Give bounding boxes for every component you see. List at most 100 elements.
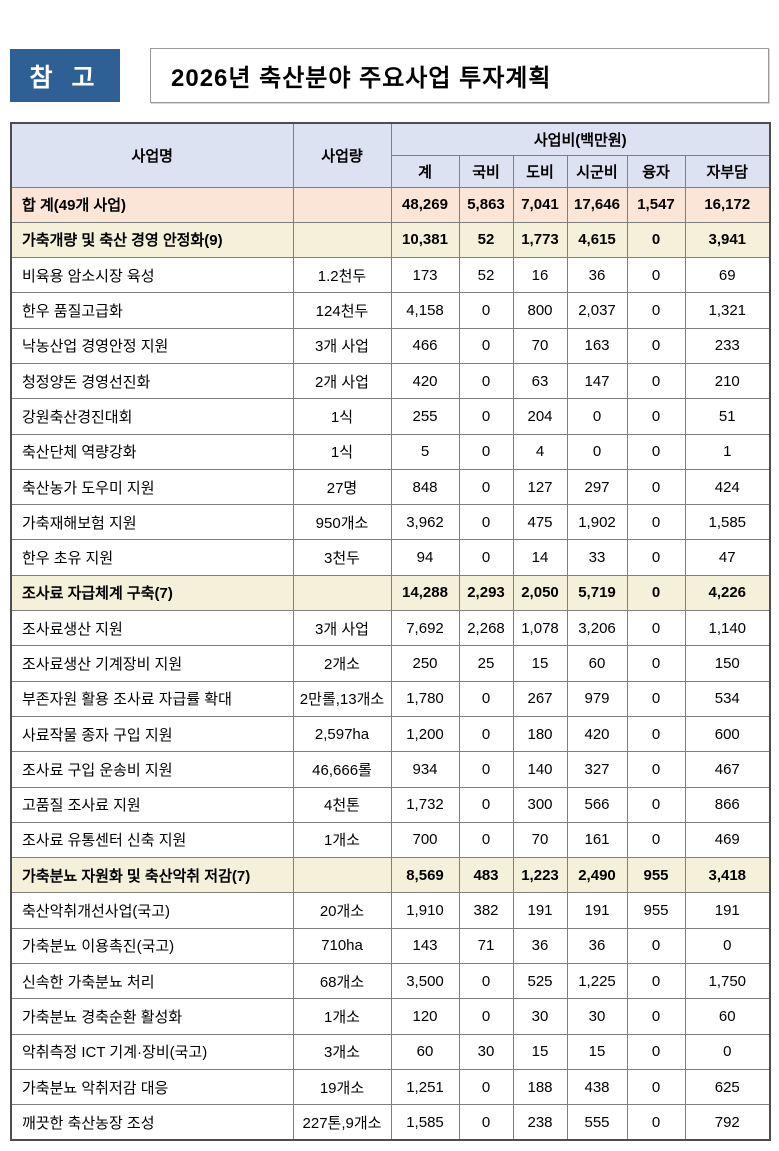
table-row-item: 조사료생산 기계장비 지원 2개소 250 25 15 60 0 150 — [10, 645, 771, 682]
cost-cell-1: 0 — [458, 327, 514, 364]
cost-cell-1: 52 — [458, 257, 514, 294]
project-name-cell: 조사료생산 지원 — [10, 610, 294, 647]
cost-cell-5: 866 — [684, 786, 771, 823]
cost-cell-0: 1,251 — [390, 1068, 460, 1106]
title-box: 2026년 축산분야 주요사업 투자계획 — [150, 48, 769, 103]
cost-cell-1: 0 — [458, 963, 514, 1000]
investment-plan-table: 사업명 사업량 사업비(백만원) 계 국비 도비 시군비 융자 자부담 합 계(49개 사… — [10, 122, 772, 1142]
cost-cell-5: 424 — [684, 468, 771, 506]
cost-cell-1: 25 — [458, 645, 514, 682]
cost-cell-2: 1,223 — [512, 857, 568, 894]
cost-cell-2: 1,773 — [512, 221, 568, 259]
cost-cell-1: 483 — [458, 857, 514, 894]
cost-cell-1: 0 — [458, 468, 514, 506]
cost-cell-4: 0 — [626, 645, 686, 682]
cost-cell-0: 7,692 — [390, 610, 460, 647]
table-row-item: 고품질 조사료 지원 4천톤 1,732 0 300 566 0 866 — [10, 786, 771, 823]
cost-cell-1: 0 — [458, 786, 514, 823]
cost-cell-1: 0 — [458, 715, 514, 753]
quantity-cell: 1개소 — [292, 998, 392, 1035]
cost-cell-2: 36 — [512, 927, 568, 965]
cost-cell-1: 71 — [458, 927, 514, 965]
cost-cell-3: 327 — [566, 751, 628, 788]
cost-cell-2: 2,050 — [512, 574, 568, 612]
table-row-item: 축산단체 역량강화 1식 5 0 4 0 0 1 — [10, 433, 771, 470]
project-name-cell: 조사료생산 기계장비 지원 — [10, 645, 294, 682]
table-row-item: 낙농산업 경영안정 지원 3개 사업 466 0 70 163 0 233 — [10, 327, 771, 364]
cost-cell-3: 161 — [566, 821, 628, 859]
col-header-quantity: 사업량 — [292, 122, 392, 188]
quantity-cell: 68개소 — [292, 963, 392, 1000]
reference-badge: 참 고 — [10, 49, 120, 102]
table-row-item: 조사료생산 지원 3개 사업 7,692 2,268 1,078 3,206 0 1,140 — [10, 610, 771, 647]
cost-cell-0: 8,569 — [390, 857, 460, 894]
cost-cell-0: 14,288 — [390, 574, 460, 612]
cost-cell-3: 15 — [566, 1033, 628, 1070]
quantity-cell — [292, 574, 392, 612]
cost-cell-4: 0 — [626, 504, 686, 541]
cost-cell-5: 69 — [684, 257, 771, 294]
cost-cell-2: 300 — [512, 786, 568, 823]
cost-cell-4: 0 — [626, 433, 686, 470]
cost-cell-3: 147 — [566, 362, 628, 400]
cost-cell-5: 1,750 — [684, 963, 771, 1000]
cost-cell-5: 3,941 — [684, 221, 771, 259]
cost-cell-3: 2,490 — [566, 857, 628, 894]
col-header-cost-5: 자부담 — [684, 154, 771, 188]
cost-cell-4: 955 — [626, 892, 686, 929]
project-name-cell: 한우 품질고급화 — [10, 292, 294, 329]
cost-cell-2: 140 — [512, 751, 568, 788]
quantity-cell: 3천두 — [292, 539, 392, 576]
project-name-cell: 부존자원 활용 조사료 자급률 확대 — [10, 680, 294, 717]
document-header: 참 고 2026년 축산분야 주요사업 투자계획 — [10, 48, 769, 103]
cost-cell-2: 63 — [512, 362, 568, 400]
cost-cell-0: 4,158 — [390, 292, 460, 329]
quantity-cell: 19개소 — [292, 1068, 392, 1106]
project-name-cell: 가축개량 및 축산 경영 안정화(9) — [10, 221, 294, 259]
cost-cell-3: 420 — [566, 715, 628, 753]
cost-cell-0: 1,910 — [390, 892, 460, 929]
table-row-item: 조사료 구입 운송비 지원 46,666롤 934 0 140 327 0 467 — [10, 751, 771, 788]
quantity-cell: 3개 사업 — [292, 610, 392, 647]
cost-cell-2: 15 — [512, 1033, 568, 1070]
cost-cell-5: 210 — [684, 362, 771, 400]
cost-cell-0: 255 — [390, 398, 460, 435]
cost-cell-5: 1,321 — [684, 292, 771, 329]
table-body: 합 계(49개 사업) 48,269 5,863 7,041 17,646 1,547 16… — [10, 186, 771, 1141]
table-row-item: 축산농가 도우미 지원 27명 848 0 127 297 0 424 — [10, 468, 771, 506]
cost-cell-4: 0 — [626, 751, 686, 788]
col-header-cost-group: 사업비(백만원) — [390, 122, 771, 156]
quantity-cell: 1개소 — [292, 821, 392, 859]
table-row-item: 가축분뇨 경축순환 활성화 1개소 120 0 30 30 0 60 — [10, 998, 771, 1035]
cost-cell-3: 4,615 — [566, 221, 628, 259]
cost-cell-3: 30 — [566, 998, 628, 1035]
quantity-cell — [292, 857, 392, 894]
cost-cell-4: 0 — [626, 715, 686, 753]
quantity-cell — [292, 186, 392, 223]
cost-cell-5: 600 — [684, 715, 771, 753]
cost-cell-5: 467 — [684, 751, 771, 788]
table-header: 사업명 사업량 사업비(백만원) 계 국비 도비 시군비 융자 자부담 — [10, 122, 771, 188]
cost-cell-3: 1,902 — [566, 504, 628, 541]
quantity-cell: 1식 — [292, 433, 392, 470]
table-row-item: 가축재해보험 지원 950개소 3,962 0 475 1,902 0 1,585 — [10, 504, 771, 541]
table-row-item: 조사료 유통센터 신축 지원 1개소 700 0 70 161 0 469 — [10, 821, 771, 859]
project-name-cell: 고품질 조사료 지원 — [10, 786, 294, 823]
cost-cell-1: 30 — [458, 1033, 514, 1070]
cost-cell-4: 0 — [626, 362, 686, 400]
project-name-cell: 가축분뇨 자원화 및 축산악취 저감(7) — [10, 857, 294, 894]
quantity-cell: 1식 — [292, 398, 392, 435]
table-row-item: 축산악취개선사업(국고) 20개소 1,910 382 191 191 955 191 — [10, 892, 771, 929]
table-row-item: 깨끗한 축산농장 조성 227톤,9개소 1,585 0 238 555 0 792 — [10, 1104, 771, 1141]
cost-cell-4: 955 — [626, 857, 686, 894]
cost-cell-5: 3,418 — [684, 857, 771, 894]
cost-cell-5: 1 — [684, 433, 771, 470]
cost-cell-0: 94 — [390, 539, 460, 576]
table-row-section: 가축분뇨 자원화 및 축산악취 저감(7) 8,569 483 1,223 2,490 9… — [10, 857, 771, 894]
cost-cell-2: 475 — [512, 504, 568, 541]
quantity-cell: 3개 사업 — [292, 327, 392, 364]
cost-cell-5: 60 — [684, 998, 771, 1035]
col-header-project-name: 사업명 — [10, 122, 294, 188]
cost-cell-3: 191 — [566, 892, 628, 929]
